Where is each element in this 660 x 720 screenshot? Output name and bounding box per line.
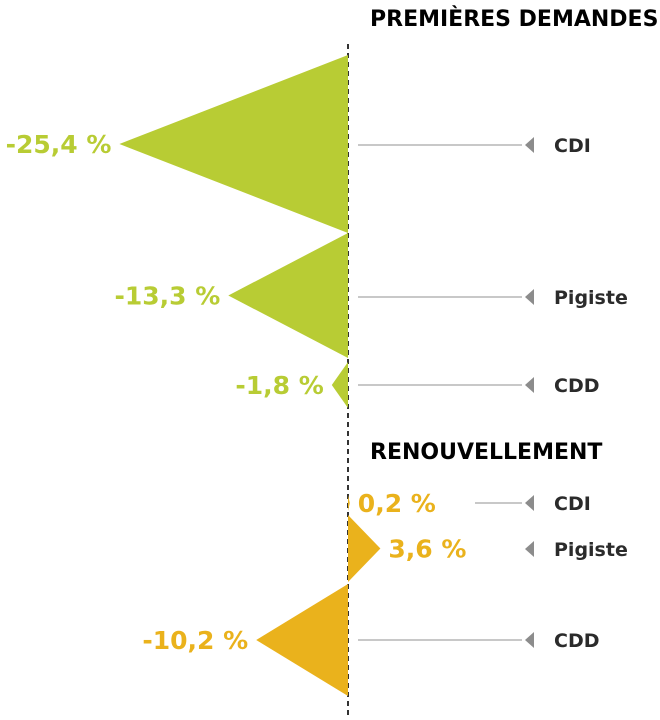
category-label: Pigiste [554, 539, 628, 561]
triangle-renouvellement-cdd [256, 584, 348, 696]
category-label: CDD [554, 375, 600, 397]
pointer-arrow-icon [525, 137, 534, 153]
pointer-arrow-icon [525, 495, 534, 511]
triangle-renouvellement-cdi [348, 495, 350, 511]
value-label: -13,3 % [114, 282, 220, 311]
pointer-arrow-icon [525, 632, 534, 648]
value-label: 3,6 % [388, 535, 466, 564]
value-label: 0,2 % [358, 489, 436, 518]
triangle-renouvellement-pigiste [348, 515, 381, 582]
value-label: -10,2 % [142, 626, 248, 655]
category-label: Pigiste [554, 287, 628, 309]
triangle-premieres-cdd [331, 362, 348, 408]
value-label: -1,8 % [235, 371, 323, 400]
triangle-premieres-cdi [119, 55, 349, 233]
triangle-premieres-pigiste [228, 233, 348, 358]
value-label: -25,4 % [6, 130, 112, 159]
pointer-arrow-icon [525, 541, 534, 557]
pointer-arrow-icon [525, 377, 534, 393]
section-title-renouvellement: RENOUVELLEMENT [370, 440, 602, 465]
chart-marks: -25,4 % CDI -13,3 % Pigiste -1,8 % CDD 0,2 % CD… [6, 55, 628, 696]
section-title-premieres: PREMIÈRES DEMANDES [370, 6, 658, 32]
category-label: CDD [554, 630, 600, 652]
category-label: CDI [554, 135, 591, 157]
pointer-arrow-icon [525, 289, 534, 305]
category-label: CDI [554, 493, 591, 515]
